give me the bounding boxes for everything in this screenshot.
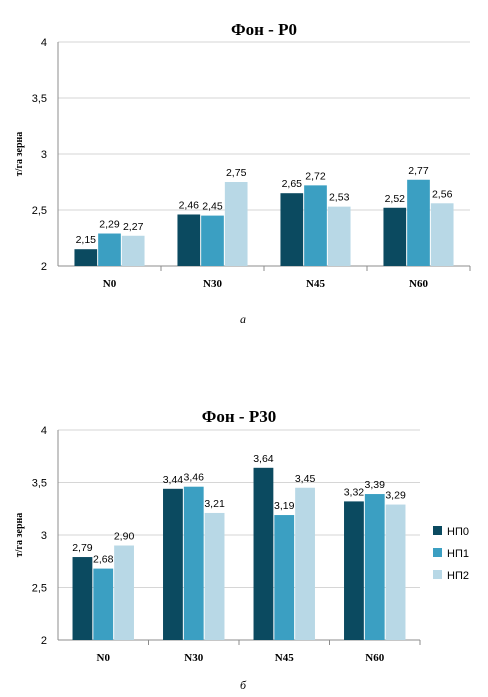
bar-НП2-N60 xyxy=(385,504,406,640)
data-label: 2,29 xyxy=(99,219,120,231)
data-label: 3,46 xyxy=(184,472,205,484)
bar-НП0-N45 xyxy=(253,467,274,640)
y-tick-label: 3,5 xyxy=(32,478,47,490)
y-tick-label: 2 xyxy=(41,635,47,647)
data-label: 3,64 xyxy=(253,453,274,465)
data-label: 2,52 xyxy=(385,193,406,205)
data-label: 2,56 xyxy=(432,188,453,200)
bar-НП0-N0 xyxy=(74,249,98,266)
bar-НП0-N0 xyxy=(72,557,93,640)
chart-title: Фон - Р30 xyxy=(202,407,276,426)
bar-НП2-N0 xyxy=(121,235,145,266)
bar-НП0-N30 xyxy=(163,488,183,640)
bar-НП2-N30 xyxy=(204,512,225,640)
y-axis-label: т/га зерна xyxy=(14,513,25,558)
data-label: 3,32 xyxy=(344,486,365,498)
chart-b-caption: б xyxy=(240,678,247,692)
chart-figure-b: Фон - Р30 2 2,5 3 3,5 4 т/га зерна N0 2,79 2,68 2,… xyxy=(0,395,488,677)
bar-НП0-N45 xyxy=(280,193,304,266)
x-tick-label: N30 xyxy=(203,278,222,290)
y-tick-label: 2 xyxy=(41,261,47,273)
data-label: 2,77 xyxy=(408,165,429,177)
bar-НП1-N45 xyxy=(274,515,295,640)
x-tick-label: N0 xyxy=(97,652,111,664)
data-label: 3,45 xyxy=(295,473,316,485)
data-label: 2,72 xyxy=(305,170,326,182)
bar-НП2-N45 xyxy=(295,487,315,640)
data-label: 2,15 xyxy=(76,234,97,246)
legend-swatch-НП0 xyxy=(433,526,442,535)
data-label: 2,79 xyxy=(72,542,93,554)
data-label: 2,27 xyxy=(123,221,144,233)
data-label: 2,90 xyxy=(114,531,135,543)
bar-НП2-N60 xyxy=(430,203,454,266)
x-tick-label: N45 xyxy=(306,278,325,290)
legend-label: НП2 xyxy=(447,570,469,582)
bar-НП2-N30 xyxy=(224,182,248,266)
data-label: 3,29 xyxy=(385,490,406,502)
legend-label: НП0 xyxy=(447,526,469,538)
bar-НП1-N60 xyxy=(364,494,385,640)
chart-b: Фон - Р30 2 2,5 3 3,5 4 т/га зерна N0 2,792,682,… xyxy=(14,407,469,664)
data-label: 2,46 xyxy=(179,199,200,211)
y-tick-label: 3 xyxy=(41,530,47,542)
bar-НП2-N45 xyxy=(327,206,351,266)
data-label: 3,21 xyxy=(204,498,225,510)
legend-swatch-НП2 xyxy=(433,570,442,579)
data-label: 2,45 xyxy=(202,201,223,213)
y-tick-label: 2,5 xyxy=(32,205,47,217)
data-label: 3,39 xyxy=(365,479,386,491)
data-label: 3,19 xyxy=(274,500,295,512)
y-tick-label: 2,5 xyxy=(32,583,47,595)
y-tick-label: 3 xyxy=(41,149,47,161)
legend-label: НП1 xyxy=(447,548,469,560)
x-tick-label: N60 xyxy=(365,652,384,664)
bar-НП1-N0 xyxy=(98,233,121,266)
x-tick-label: N30 xyxy=(184,652,203,664)
data-label: 3,44 xyxy=(163,474,184,486)
legend-swatch-НП1 xyxy=(433,548,442,557)
y-tick-label: 3,5 xyxy=(32,93,47,105)
data-label: 2,53 xyxy=(329,192,350,204)
y-axis-label: т/га зерна xyxy=(14,132,25,177)
bar-НП1-N0 xyxy=(93,568,114,640)
bar-НП2-N0 xyxy=(114,545,134,640)
chart-title: Фон - Р0 xyxy=(231,20,297,39)
bar-НП1-N60 xyxy=(407,179,430,266)
data-label: 2,68 xyxy=(93,554,114,566)
chart-figure-a: Фон - Р0 2 2,5 3 3,5 4 т/га зерна N0 2,15 2,29 2,2… xyxy=(0,0,488,312)
bar-НП1-N30 xyxy=(201,215,224,266)
data-label: 2,65 xyxy=(282,178,303,190)
bar-НП1-N45 xyxy=(304,185,327,266)
bar-НП1-N30 xyxy=(183,486,204,640)
bar-НП0-N60 xyxy=(383,207,407,266)
x-tick-label: N45 xyxy=(275,652,294,664)
bar-НП0-N30 xyxy=(177,214,201,266)
chart-a-caption: а xyxy=(240,312,246,326)
data-label: 2,75 xyxy=(226,167,247,179)
x-tick-label: N0 xyxy=(103,278,117,290)
y-tick-label: 4 xyxy=(41,37,47,49)
y-tick-label: 4 xyxy=(41,425,47,437)
bar-НП0-N60 xyxy=(344,501,364,640)
x-tick-label: N60 xyxy=(409,278,428,290)
